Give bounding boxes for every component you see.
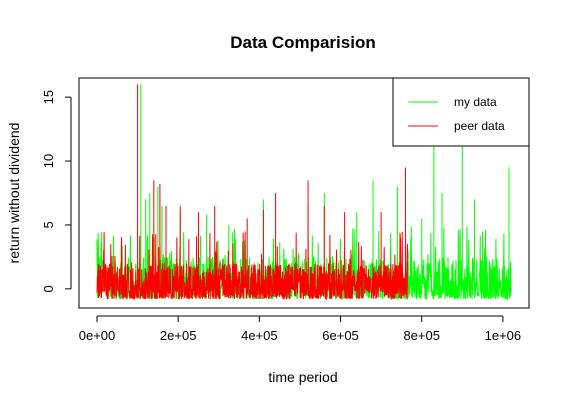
legend-label-my-data: my data [454,95,497,109]
x-tick-label: 1e+06 [485,328,522,343]
chart-title: Data Comparision [230,33,375,52]
series-layer [96,84,512,301]
x-axis-label: time period [268,369,337,385]
x-tick-label: 2e+05 [160,328,197,343]
x-tick-label: 4e+05 [241,328,278,343]
series-line-peer-data [96,84,408,301]
x-tick-label: 6e+05 [322,328,359,343]
y-axis-label: return without dividend [6,123,22,264]
y-axis: 0 5 10 15 [41,90,72,292]
y-tick-label: 5 [41,221,56,228]
y-tick-label: 15 [41,90,56,104]
plot-frame [78,77,530,309]
legend: my data peer data [392,77,530,147]
legend-box [392,77,530,147]
x-axis: 0e+00 2e+05 4e+05 6e+05 8e+05 1e+06 [79,315,522,343]
y-tick-label: 0 [41,285,56,292]
y-tick-label: 10 [41,154,56,168]
legend-label-peer-data: peer data [454,119,505,133]
x-tick-label: 8e+05 [403,328,440,343]
x-tick-label: 0e+00 [79,328,116,343]
